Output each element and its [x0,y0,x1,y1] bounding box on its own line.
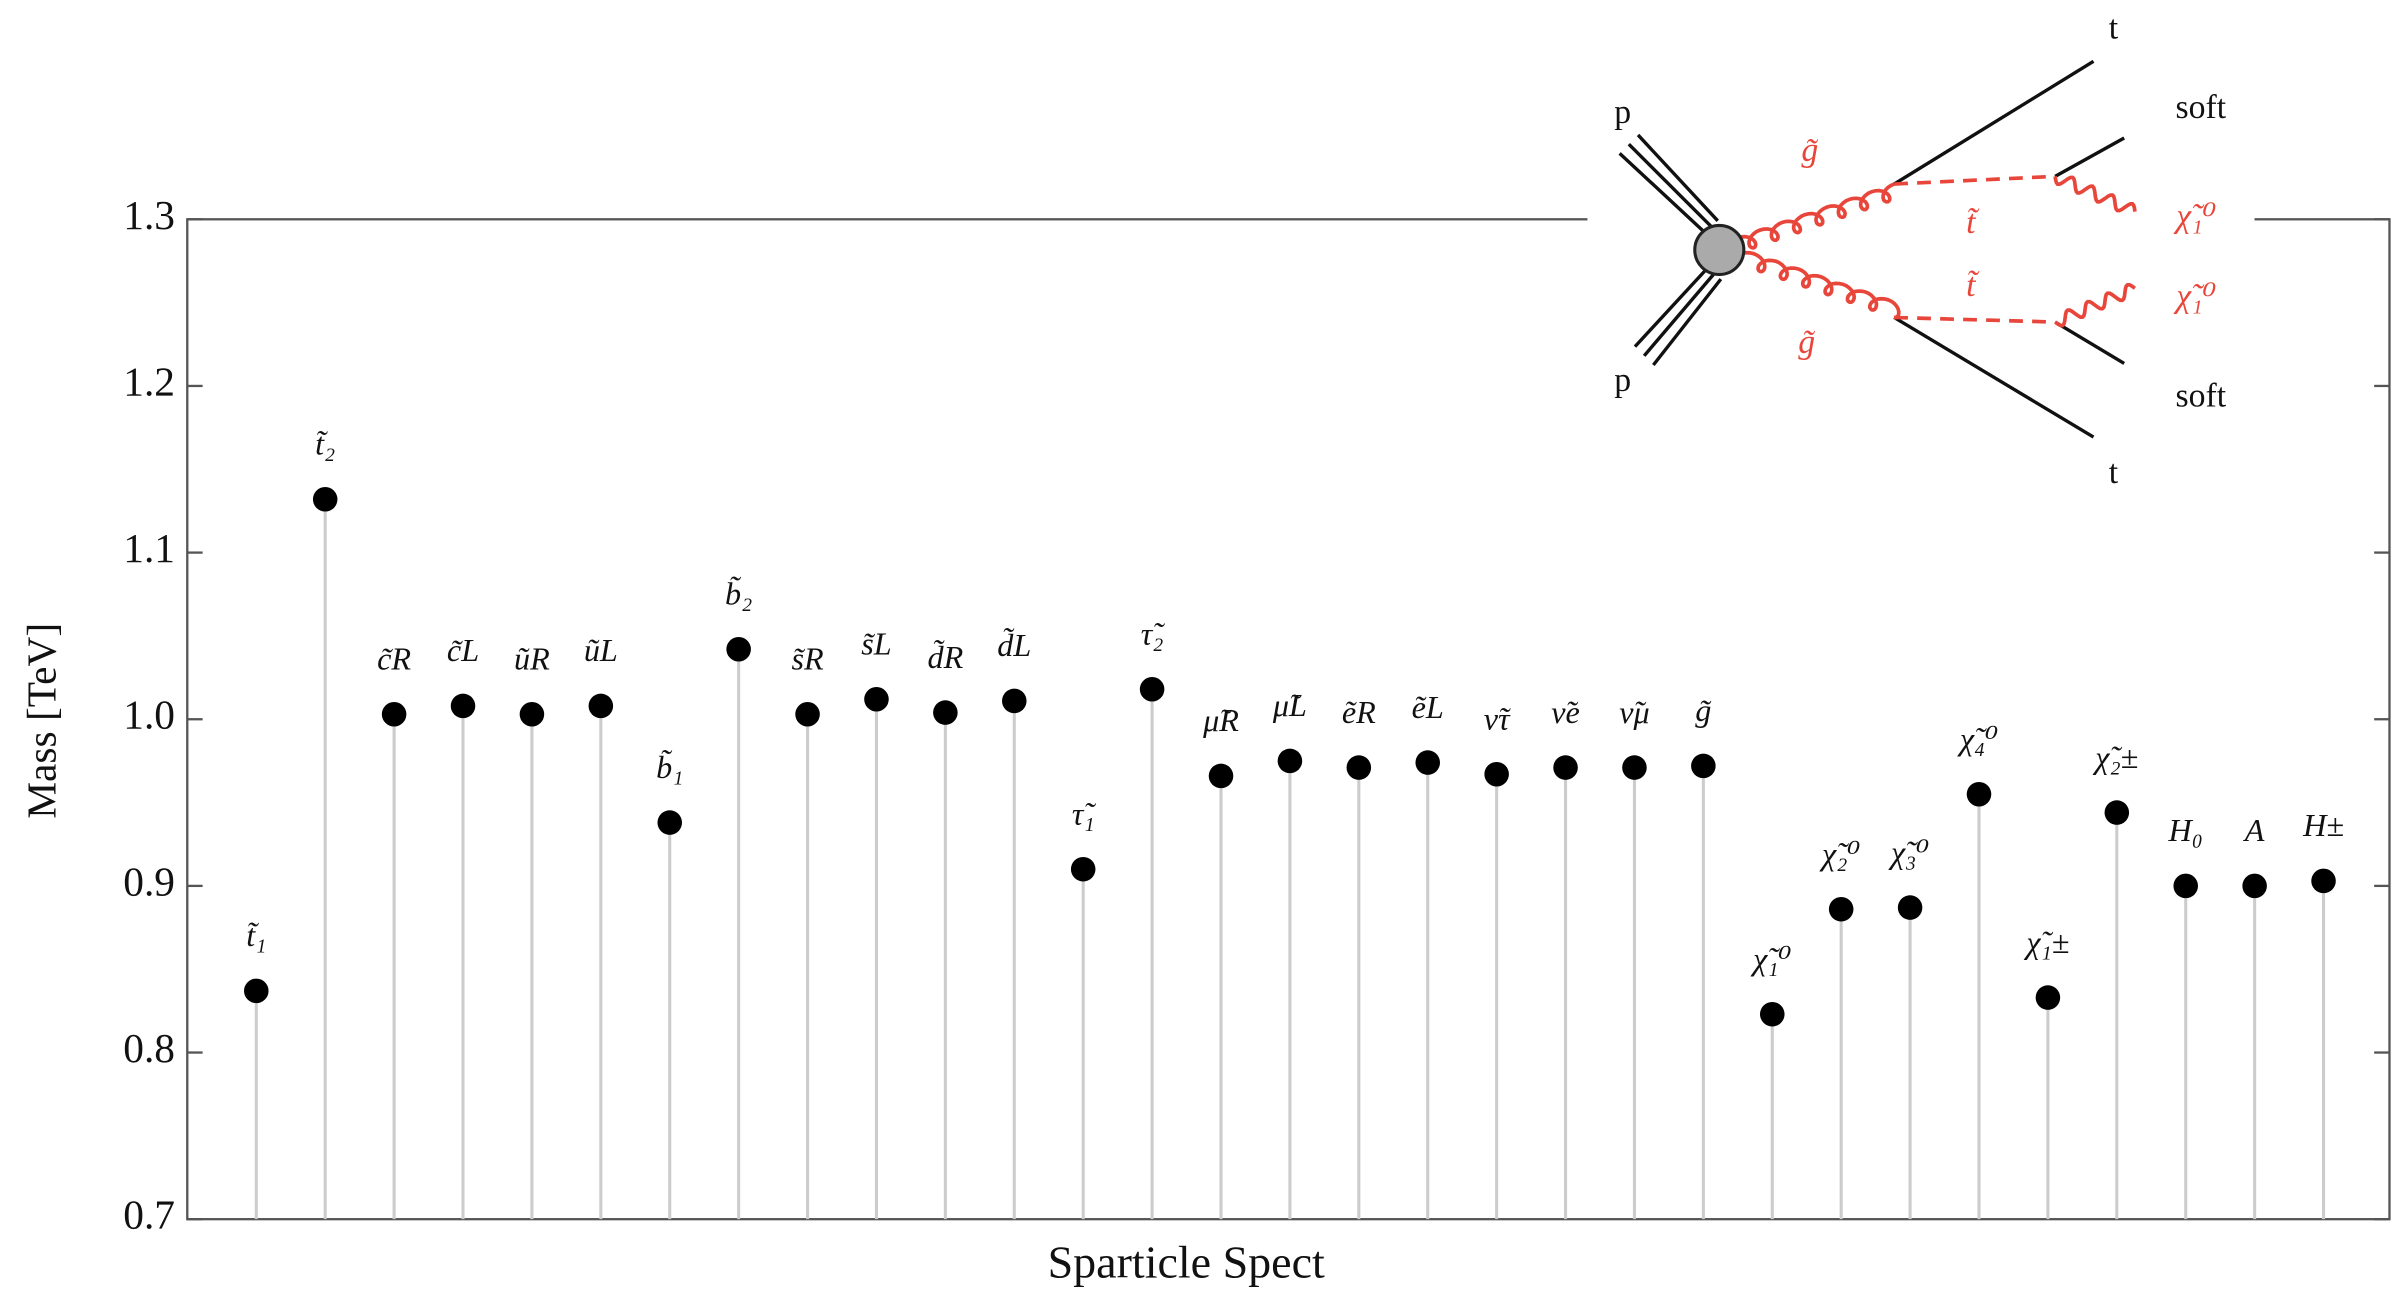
x-axis-label: Sparticle Spect [1048,1236,1325,1287]
category-label: c̃L [447,632,479,668]
category-label: t̃₁ [246,917,266,953]
category-label: d̃R [927,639,963,675]
diagram-label: p [1614,94,1631,131]
diagram-label: t [2109,9,2119,46]
point [244,978,269,1004]
category-label: χ̃₁⁰ [1750,940,1791,976]
point [1346,755,1372,780]
point [1415,750,1440,775]
category-label: s̃R [791,640,824,676]
point [588,693,614,719]
point [1139,676,1165,702]
point [726,636,751,662]
category-label: ẽL [1412,689,1444,725]
diagram-label: g̃ [1801,132,1818,169]
point [1070,856,1096,882]
point [933,700,958,725]
point [2242,873,2267,899]
category-label: μ̃R [1202,702,1239,738]
inset-background [1587,0,2255,461]
category-label: τ̃₁ [1072,795,1097,831]
point [312,487,338,512]
category-label: c̃R [377,640,411,676]
category-label: ũR [514,640,550,676]
category-label: χ̃₁± [2023,924,2069,960]
category-label: ν̃e [1551,694,1580,730]
category-label: t̃₂ [315,426,335,462]
category-label: χ̃₃⁰ [1888,834,1929,870]
category-label: H± [2302,807,2344,843]
diagram-label: χ̃₁⁰ [2173,278,2217,315]
point [657,810,683,835]
category-label: s̃L [861,625,891,661]
y-tick-label: 0.9 [123,858,175,904]
category-label: τ̃₂ [1141,615,1166,651]
y-tick-label: 0.7 [123,1192,175,1238]
stems [254,499,2326,1220]
point [1828,896,1854,922]
point [381,701,407,727]
crop-patch [1429,1226,2405,1302]
point [2104,800,2130,825]
category-label: b̃₂ [725,576,752,612]
category-label: d̃L [997,627,1031,663]
point [519,701,545,727]
diagram-label: t [2109,454,2119,491]
point [1208,763,1234,789]
y-tick-label: 1.1 [123,525,175,571]
y-axis-label: Mass [TeV] [19,623,65,819]
point [1484,761,1509,787]
point [1002,688,1027,714]
point [450,693,476,719]
category-label: g̃ [1695,692,1711,728]
diagram-label: soft [2176,89,2227,126]
point [1277,748,1303,774]
point [1897,895,1923,920]
point [1622,755,1647,780]
diagram-label: p [1614,362,1631,399]
point [1691,753,1716,779]
diagram-label: soft [2176,377,2227,414]
category-label: ν̃τ [1484,700,1511,736]
y-tick-label: 0.8 [123,1025,175,1071]
category-label: b̃₁ [656,749,683,785]
point [864,686,889,712]
diagram-label: χ̃₁⁰ [2173,198,2217,235]
category-label: μ̃L [1272,687,1307,723]
point [2173,873,2198,899]
category-label: ũL [584,632,618,668]
diagram-lines [1618,59,2126,439]
y-tick-label: 1.3 [123,192,175,238]
y-tick-label: 1.0 [123,692,175,738]
point [795,701,820,727]
point [1553,755,1578,780]
marks: t̃₁ t̃₂ c̃R c̃L ũR ũL b̃₁ b̃₂ s̃R s̃L d̃R d̃L τ̃₁ τ̃₂… [244,426,2344,1027]
point [1760,1001,1785,1027]
category-label: χ̃₂± [2092,739,2138,775]
point [1966,781,1992,807]
y-tick-label: 1.2 [123,358,175,404]
point [2035,985,2061,1010]
category-label: ẽR [1342,694,1376,730]
diagram-label: g̃ [1798,324,1815,361]
category-label: χ̃₂⁰ [1819,835,1860,871]
category-label: ν̃μ [1619,694,1649,730]
category-label: χ̃₄⁰ [1957,720,1998,756]
category-label: A [2243,812,2265,848]
vertex-blob [1693,223,1746,277]
diagram-red-lines [1733,174,2137,328]
point [2311,868,2336,894]
category-label: H₀ [2168,812,2203,848]
